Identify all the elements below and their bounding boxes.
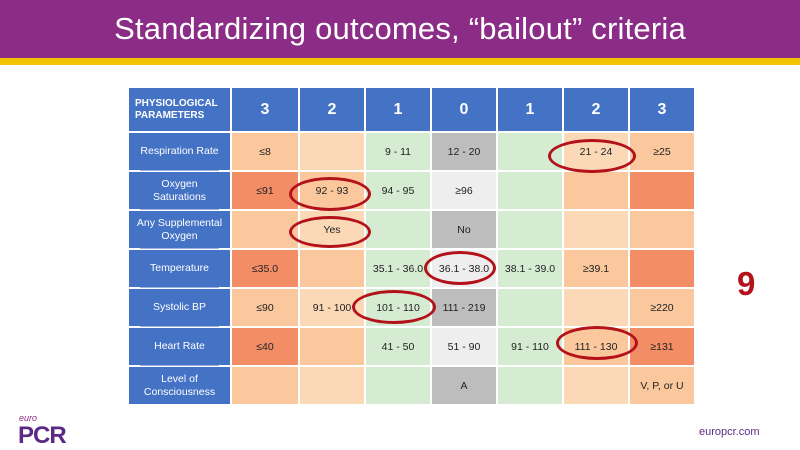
europcr-logo: euro PCR xyxy=(18,413,88,449)
table-cell xyxy=(562,170,630,211)
table-cell xyxy=(496,287,564,328)
row-label-text: Respiration Rate xyxy=(140,145,219,157)
row-label-text: Any Supplemental xyxy=(136,216,223,229)
header-score-2-high: 2 xyxy=(562,86,630,133)
row-label-text: Heart Rate xyxy=(154,340,205,352)
table-cell: 12 - 20 xyxy=(430,131,498,172)
table-cell: V, P, or U xyxy=(628,365,696,406)
row-label-text: Systolic BP xyxy=(152,301,207,313)
table-cell: ≤90 xyxy=(230,287,300,328)
table-row: Level of Consciousness A V, P, or U xyxy=(127,365,696,406)
table-cell: 36.1 - 38.0 xyxy=(430,248,498,289)
table-header-row: PHYSIOLOGICAL PARAMETERS 3 2 1 0 1 2 3 xyxy=(127,86,696,133)
table-cell xyxy=(364,209,432,250)
table-cell: ≥131 xyxy=(628,326,696,367)
table-cell xyxy=(628,170,696,211)
table-cell: Yes xyxy=(298,209,366,250)
header-score-0: 0 xyxy=(430,86,498,133)
table-cell: 21 - 24 xyxy=(562,131,630,172)
table-cell: ≤40 xyxy=(230,326,300,367)
table-cell xyxy=(230,365,300,406)
table-cell: 101 - 110 xyxy=(364,287,432,328)
row-label-text-line2: Oxygen xyxy=(161,229,198,242)
table-row: Any Supplemental Oxygen Yes No xyxy=(127,209,696,250)
score-table: PHYSIOLOGICAL PARAMETERS 3 2 1 0 1 2 3 R… xyxy=(127,86,696,406)
logo-pcr-text: PCR xyxy=(18,422,67,449)
table-cell: ≤91 xyxy=(230,170,300,211)
table-cell: 35.1 - 36.0 xyxy=(364,248,432,289)
row-label-systolic-bp: Systolic BP xyxy=(127,287,232,328)
table-cell xyxy=(364,365,432,406)
table-cell: 92 - 93 xyxy=(298,170,366,211)
table-cell: ≥39.1 xyxy=(562,248,630,289)
table-cell xyxy=(628,209,696,250)
row-label-supplemental-oxygen: Any Supplemental Oxygen xyxy=(127,209,232,250)
header-score-2-low: 2 xyxy=(298,86,366,133)
table-cell: ≥25 xyxy=(628,131,696,172)
table-cell: A xyxy=(430,365,498,406)
header-score-3-low: 3 xyxy=(230,86,300,133)
table-cell xyxy=(298,365,366,406)
table-cell xyxy=(298,248,366,289)
row-label-consciousness: Level of Consciousness xyxy=(127,365,232,406)
logo-euro-text: euro xyxy=(19,413,38,423)
table-cell xyxy=(298,131,366,172)
table-cell: 91 - 100 xyxy=(298,287,366,328)
footer-website: europcr.com xyxy=(699,426,760,438)
row-label-oxygen-saturations: Oxygen Saturations xyxy=(127,170,232,211)
table-row: Respiration Rate ≤8 9 - 11 12 - 20 21 - … xyxy=(127,131,696,172)
table-cell: 111 - 130 xyxy=(562,326,630,367)
table-cell xyxy=(496,170,564,211)
row-label-temperature: Temperature xyxy=(127,248,232,289)
header-parameters: PHYSIOLOGICAL PARAMETERS xyxy=(127,86,232,133)
table-row: Heart Rate ≤40 41 - 50 51 - 90 91 - 110 … xyxy=(127,326,696,367)
row-label-text: Oxygen xyxy=(161,177,198,190)
total-score: 9 xyxy=(737,265,756,302)
table-cell: ≤8 xyxy=(230,131,300,172)
table-cell: 111 - 219 xyxy=(430,287,498,328)
table-cell xyxy=(230,209,300,250)
title-underline xyxy=(0,58,800,65)
table-cell: ≥96 xyxy=(430,170,498,211)
table-cell: ≤35.0 xyxy=(230,248,300,289)
table-row: Systolic BP ≤90 91 - 100 101 - 110 111 -… xyxy=(127,287,696,328)
table-cell: ≥220 xyxy=(628,287,696,328)
row-label-heart-rate: Heart Rate xyxy=(127,326,232,367)
early-warning-score-table: PHYSIOLOGICAL PARAMETERS 3 2 1 0 1 2 3 R… xyxy=(127,86,696,406)
table-cell xyxy=(496,365,564,406)
header-score-1-low: 1 xyxy=(364,86,432,133)
header-score-3-high: 3 xyxy=(628,86,696,133)
table-cell xyxy=(496,209,564,250)
table-cell: 38.1 - 39.0 xyxy=(496,248,564,289)
row-label-respiration: Respiration Rate xyxy=(127,131,232,172)
table-cell: No xyxy=(430,209,498,250)
table-cell xyxy=(496,131,564,172)
table-row: Temperature ≤35.0 35.1 - 36.0 36.1 - 38.… xyxy=(127,248,696,289)
row-label-text: Level of xyxy=(161,372,198,385)
header-param-line1: PHYSIOLOGICAL xyxy=(135,97,218,109)
table-cell: 41 - 50 xyxy=(364,326,432,367)
table-row: Oxygen Saturations ≤91 92 - 93 94 - 95 ≥… xyxy=(127,170,696,211)
table-cell xyxy=(628,248,696,289)
table-cell xyxy=(562,209,630,250)
table-cell: 9 - 11 xyxy=(364,131,432,172)
table-cell xyxy=(298,326,366,367)
row-label-text-line2: Consciousness xyxy=(143,385,216,398)
table-cell: 51 - 90 xyxy=(430,326,498,367)
table-cell: 94 - 95 xyxy=(364,170,432,211)
slide-title: Standardizing outcomes, “bailout” criter… xyxy=(114,11,686,46)
row-label-text-line2: Saturations xyxy=(152,190,207,203)
table-cell xyxy=(562,287,630,328)
table-cell: 91 - 110 xyxy=(496,326,564,367)
row-label-text: Temperature xyxy=(150,262,209,274)
title-bar: Standardizing outcomes, “bailout” criter… xyxy=(0,0,800,58)
header-param-line2: PARAMETERS xyxy=(135,109,205,121)
header-score-1-high: 1 xyxy=(496,86,564,133)
table-cell xyxy=(562,365,630,406)
